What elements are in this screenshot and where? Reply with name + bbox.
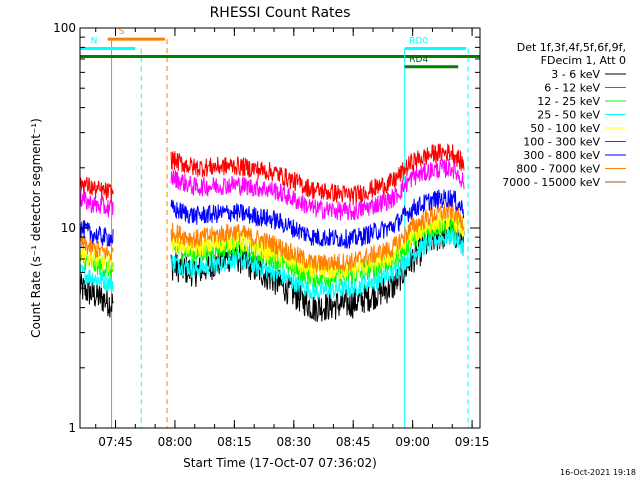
x-tick-label-4: 08:45 xyxy=(336,435,371,449)
legend-entry-6: 300 - 800 keV xyxy=(523,149,600,162)
legend: Det 1f,3f,4f,5f,6f,9f, FDecim 1, Att 0 3… xyxy=(502,41,626,189)
legend-header-line-2: FDecim 1, Att 0 xyxy=(541,54,626,67)
x-tick-label-2: 08:15 xyxy=(217,435,252,449)
annotation-label-3: RD0 xyxy=(409,36,428,46)
chart-title: RHESSI Count Rates xyxy=(210,5,351,21)
legend-entry-0: 3 - 6 keV xyxy=(551,68,600,81)
annotation-layer: S N RD0 RD4 xyxy=(80,27,480,428)
x-tick-label-3: 08:30 xyxy=(277,435,312,449)
x-tick-label-0: 07:45 xyxy=(98,435,133,449)
series-line-7 xyxy=(79,200,465,273)
legend-entry-5: 100 - 300 keV xyxy=(523,136,600,149)
legend-header-line-1: Det 1f,3f,4f,5f,6f,9f, xyxy=(517,41,626,54)
y-axis-label: Count Rate (s⁻¹ detector segment⁻¹) xyxy=(29,118,43,338)
annotation-label-0: S xyxy=(119,27,125,37)
series-line-0 xyxy=(79,218,465,323)
legend-entry-3: 25 - 50 keV xyxy=(537,109,600,122)
series-line-5 xyxy=(79,143,465,206)
y-axis: 1 10 100 xyxy=(53,21,480,435)
x-tick-label-1: 08:00 xyxy=(158,435,193,449)
y-tick-label-2: 100 xyxy=(53,21,76,35)
legend-entry-8: 7000 - 15000 keV xyxy=(502,176,600,189)
annotation-label-1: N xyxy=(91,36,98,46)
y-tick-label-1: 10 xyxy=(61,221,76,235)
x-axis: 07:45 08:00 08:15 08:30 08:45 09:00 09:15 xyxy=(95,28,490,449)
plot-area: S N RD0 RD4 xyxy=(79,27,480,428)
x-tick-label-5: 09:00 xyxy=(395,435,430,449)
legend-entry-1: 6 - 12 keV xyxy=(544,82,600,95)
annotation-label-4: RD4 xyxy=(409,55,428,65)
x-tick-label-6: 09:15 xyxy=(455,435,490,449)
timestamp: 16-Oct-2021 19:18 xyxy=(560,468,636,477)
series-line-3 xyxy=(79,226,465,300)
x-axis-label: Start Time (17-Oct-07 07:36:02) xyxy=(183,456,377,470)
legend-entry-2: 12 - 25 keV xyxy=(537,95,600,108)
legend-entry-4: 50 - 100 keV xyxy=(530,122,600,135)
series-layer xyxy=(79,143,465,323)
y-tick-label-0: 1 xyxy=(68,421,76,435)
series-line-1 xyxy=(79,158,465,221)
legend-entry-7: 800 - 7000 keV xyxy=(516,163,600,176)
series-line-6 xyxy=(79,189,465,249)
